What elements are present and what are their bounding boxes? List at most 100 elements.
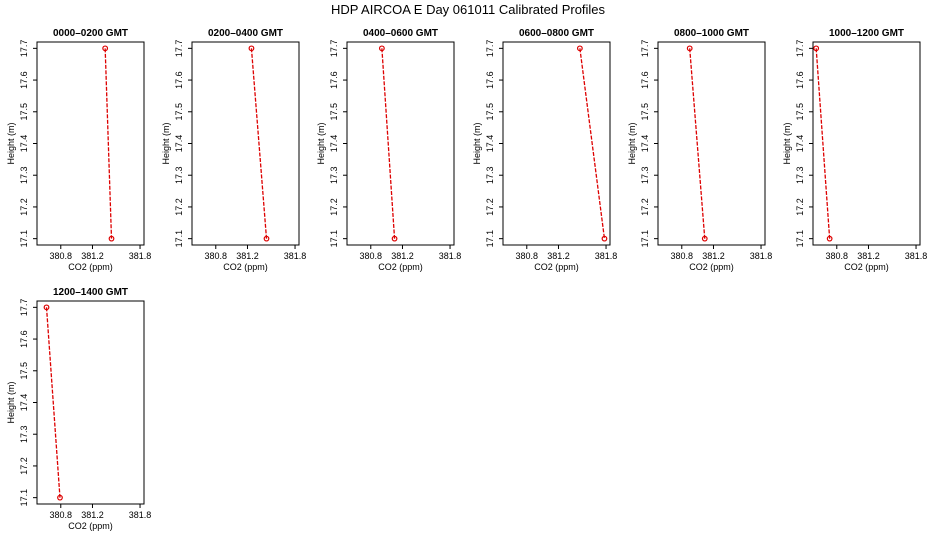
x-axis-label: CO2 (ppm) <box>68 521 113 531</box>
panel-title: 1000–1200 GMT <box>829 28 904 39</box>
y-axis-label: Height (m) <box>627 122 637 164</box>
y-tick-label: 17.6 <box>19 330 29 348</box>
y-tick-label: 17.6 <box>795 71 805 89</box>
plot-frame <box>812 41 921 246</box>
x-tick-label: 380.8 <box>360 251 383 261</box>
y-axis-label: Height (m) <box>472 122 482 164</box>
profile-panel: 0200–0400 GMT 380.8 381.2 381.8 17.1 17.2 17.3… <box>161 28 306 272</box>
x-tick-label: 381.8 <box>284 251 307 261</box>
y-tick-label: 17.3 <box>19 166 29 184</box>
y-tick-label: 17.7 <box>485 40 495 58</box>
x-axis-label: CO2 (ppm) <box>68 262 113 272</box>
y-tick-label: 17.1 <box>174 230 184 248</box>
data-point <box>391 235 398 242</box>
y-tick-label: 17.6 <box>640 71 650 89</box>
data-point <box>248 45 255 52</box>
y-tick-label: 17.7 <box>640 40 650 58</box>
x-tick-label: 381.2 <box>236 251 259 261</box>
y-tick-label: 17.2 <box>329 198 339 216</box>
data-point <box>263 235 270 242</box>
y-tick-label: 17.5 <box>795 103 805 121</box>
data-point <box>686 45 693 52</box>
profile-line <box>45 307 61 498</box>
y-tick-label: 17.2 <box>174 198 184 216</box>
x-axis-label: CO2 (ppm) <box>223 262 268 272</box>
x-tick-label: 381.8 <box>129 510 152 520</box>
profile-line <box>579 48 606 239</box>
x-tick-label: 380.8 <box>50 251 73 261</box>
y-tick-label: 17.3 <box>19 425 29 443</box>
y-tick-label: 17.3 <box>795 166 805 184</box>
y-tick-label: 17.2 <box>640 198 650 216</box>
profile-line <box>250 48 268 239</box>
x-tick-label: 381.8 <box>905 251 928 261</box>
y-tick-label: 17.5 <box>174 103 184 121</box>
x-tick-label: 381.8 <box>439 251 462 261</box>
data-point <box>43 304 50 311</box>
y-tick-label: 17.1 <box>485 230 495 248</box>
panel-title: 0200–0400 GMT <box>208 28 283 39</box>
panel-title: 0400–0600 GMT <box>363 28 438 39</box>
plot-frame <box>36 41 145 246</box>
y-tick-label: 17.5 <box>19 362 29 380</box>
y-tick-label: 17.4 <box>640 135 650 153</box>
y-axis-label: Height (m) <box>782 122 792 164</box>
profile-line <box>381 48 396 239</box>
x-axis-label: CO2 (ppm) <box>844 262 889 272</box>
data-point <box>108 235 115 242</box>
profile-panel: 1200–1400 GMT 380.8 381.2 381.8 17.1 17.2 17.3… <box>6 287 151 531</box>
x-tick-label: 381.8 <box>129 251 152 261</box>
data-point <box>576 45 583 52</box>
x-tick-label: 381.2 <box>81 510 104 520</box>
plot-frame <box>191 41 300 246</box>
x-tick-label: 381.2 <box>702 251 725 261</box>
y-tick-label: 17.2 <box>485 198 495 216</box>
x-tick-label: 380.8 <box>826 251 849 261</box>
y-axis-label: Height (m) <box>6 122 16 164</box>
y-tick-label: 17.4 <box>485 135 495 153</box>
profile-panel: 0800–1000 GMT 380.8 381.2 381.8 17.1 17.2 17.3… <box>627 28 772 272</box>
y-tick-label: 17.4 <box>19 135 29 153</box>
y-tick-label: 17.7 <box>174 40 184 58</box>
x-tick-label: 380.8 <box>671 251 694 261</box>
panel-title: 1200–1400 GMT <box>53 287 128 298</box>
y-tick-label: 17.3 <box>640 166 650 184</box>
y-tick-label: 17.3 <box>485 166 495 184</box>
profile-panel: 1000–1200 GMT 380.8 381.2 381.8 17.1 17.2 17.3… <box>782 28 927 272</box>
plot-frame <box>657 41 766 246</box>
data-point <box>826 235 833 242</box>
y-tick-label: 17.6 <box>19 71 29 89</box>
y-tick-label: 17.1 <box>19 230 29 248</box>
y-axis-label: Height (m) <box>6 381 16 423</box>
y-tick-label: 17.3 <box>174 166 184 184</box>
data-point <box>813 45 820 52</box>
y-tick-label: 17.2 <box>19 198 29 216</box>
y-tick-label: 17.7 <box>19 40 29 58</box>
y-tick-label: 17.1 <box>795 230 805 248</box>
x-tick-label: 381.8 <box>595 251 618 261</box>
y-tick-label: 17.4 <box>174 135 184 153</box>
y-tick-label: 17.6 <box>329 71 339 89</box>
y-tick-label: 17.4 <box>795 135 805 153</box>
x-tick-label: 381.2 <box>391 251 414 261</box>
y-tick-label: 17.7 <box>329 40 339 58</box>
x-tick-label: 380.8 <box>50 510 73 520</box>
data-point <box>57 494 63 501</box>
x-tick-label: 381.2 <box>81 251 104 261</box>
x-tick-label: 380.8 <box>516 251 539 261</box>
y-tick-label: 17.2 <box>795 198 805 216</box>
x-axis-label: CO2 (ppm) <box>378 262 423 272</box>
y-tick-label: 17.1 <box>19 489 29 507</box>
plot-frame <box>502 41 611 246</box>
figure-title: HDP AIRCOA E Day 061011 Calibrated Profi… <box>330 2 606 17</box>
y-axis-label: Height (m) <box>161 122 171 164</box>
panel-title: 0000–0200 GMT <box>53 28 128 39</box>
x-axis-label: CO2 (ppm) <box>689 262 734 272</box>
y-tick-label: 17.3 <box>329 166 339 184</box>
profile-line <box>815 48 831 239</box>
profile-line <box>689 48 706 239</box>
panel-title: 0600–0800 GMT <box>519 28 594 39</box>
x-tick-label: 381.2 <box>857 251 880 261</box>
data-point <box>601 235 608 242</box>
